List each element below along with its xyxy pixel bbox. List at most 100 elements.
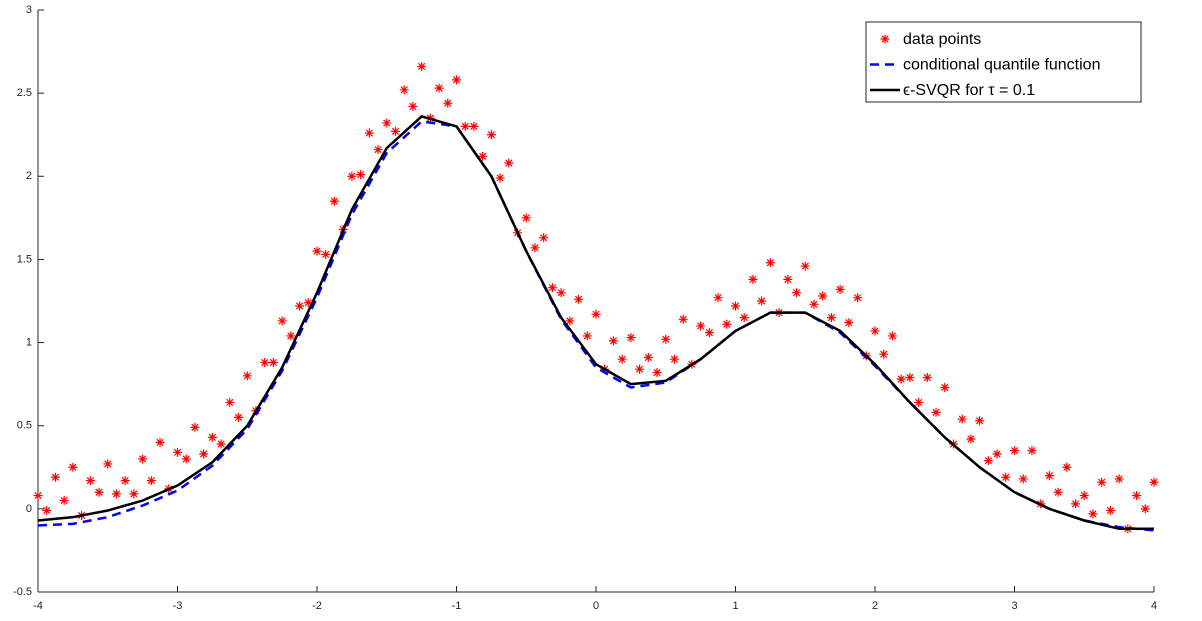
data-point bbox=[303, 298, 313, 308]
data-point bbox=[608, 336, 618, 346]
data-point bbox=[42, 506, 52, 516]
data-point bbox=[408, 101, 418, 111]
data-point bbox=[417, 62, 427, 72]
data-point bbox=[539, 233, 549, 243]
data-point bbox=[696, 321, 706, 331]
data-point bbox=[556, 288, 566, 298]
data-point bbox=[635, 364, 645, 374]
data-point bbox=[547, 283, 557, 293]
data-point bbox=[181, 454, 191, 464]
data-point bbox=[669, 354, 679, 364]
data-point bbox=[617, 354, 627, 364]
data-point bbox=[678, 314, 688, 324]
data-point bbox=[295, 301, 305, 311]
data-point bbox=[390, 126, 400, 136]
data-point bbox=[173, 447, 182, 457]
data-point bbox=[1062, 462, 1072, 472]
y-tick-label: 2 bbox=[26, 170, 32, 182]
data-point bbox=[356, 170, 366, 180]
data-point bbox=[234, 412, 244, 422]
curve bbox=[37, 120, 1155, 532]
data-point bbox=[591, 309, 601, 319]
data-point bbox=[1097, 477, 1107, 487]
data-point bbox=[783, 274, 793, 284]
data-point bbox=[582, 331, 592, 341]
data-point bbox=[242, 371, 252, 381]
data-point bbox=[1088, 509, 1098, 519]
data-point bbox=[966, 434, 976, 444]
data-point bbox=[1149, 477, 1159, 487]
data-point bbox=[373, 145, 383, 155]
data-point bbox=[826, 313, 836, 323]
data-point bbox=[922, 372, 932, 382]
data-point bbox=[1053, 487, 1063, 497]
data-point bbox=[731, 301, 740, 311]
data-point bbox=[1044, 471, 1054, 481]
y-tick-label: 0 bbox=[26, 503, 32, 515]
data-point bbox=[207, 432, 217, 442]
data-point bbox=[896, 374, 906, 384]
data-point bbox=[277, 316, 287, 326]
data-point bbox=[129, 489, 139, 499]
data-point bbox=[120, 476, 130, 486]
data-point bbox=[914, 397, 924, 407]
data-point bbox=[870, 326, 880, 336]
data-point bbox=[260, 358, 270, 368]
legend-label: conditional quantile function bbox=[903, 57, 1100, 74]
data-point bbox=[1114, 474, 1124, 484]
y-tick-label: 3 bbox=[26, 4, 32, 16]
data-point bbox=[722, 319, 732, 329]
data-point bbox=[103, 459, 113, 469]
data-point bbox=[321, 249, 331, 259]
x-tick-label: 1 bbox=[732, 600, 738, 612]
data-point bbox=[460, 121, 470, 131]
data-point bbox=[704, 328, 714, 338]
legend-label: ϵ-SVQR for τ = 0.1 bbox=[903, 82, 1035, 99]
data-point bbox=[495, 173, 505, 183]
y-tick-label: 0.5 bbox=[17, 420, 32, 432]
data-point bbox=[268, 358, 278, 368]
data-point bbox=[312, 246, 322, 256]
data-point bbox=[800, 261, 810, 271]
data-point bbox=[364, 128, 374, 138]
data-point bbox=[452, 75, 461, 85]
data-point bbox=[887, 331, 897, 341]
data-point bbox=[661, 334, 671, 344]
data-point bbox=[85, 476, 95, 486]
data-point bbox=[1001, 472, 1011, 482]
data-point bbox=[33, 491, 43, 501]
data-point bbox=[844, 318, 854, 328]
data-point bbox=[521, 213, 531, 223]
y-tick-label: 1.5 bbox=[17, 253, 32, 265]
data-point bbox=[992, 449, 1002, 459]
data-point bbox=[530, 243, 540, 253]
data-point bbox=[835, 284, 845, 294]
data-point bbox=[975, 416, 985, 426]
data-point bbox=[443, 98, 453, 108]
data-point bbox=[486, 130, 496, 140]
data-point bbox=[50, 472, 60, 482]
x-tick-label: -2 bbox=[312, 600, 322, 612]
data-point bbox=[853, 293, 863, 303]
x-tick-label: -3 bbox=[173, 600, 183, 612]
x-tick-label: -1 bbox=[452, 600, 462, 612]
data-point bbox=[983, 456, 993, 466]
x-tick-label: 2 bbox=[872, 600, 878, 612]
data-point bbox=[879, 349, 889, 359]
y-tick-label: 2.5 bbox=[17, 87, 32, 99]
data-point bbox=[59, 496, 69, 506]
data-point bbox=[190, 422, 200, 432]
y-tick-label: -0.5 bbox=[13, 586, 32, 598]
data-point bbox=[1071, 499, 1081, 509]
data-point bbox=[748, 274, 758, 284]
data-point bbox=[329, 196, 339, 206]
legend-marker bbox=[880, 34, 890, 44]
data-point bbox=[957, 414, 967, 424]
data-point bbox=[1027, 446, 1037, 456]
data-point bbox=[565, 316, 575, 326]
data-point bbox=[713, 293, 723, 303]
data-point bbox=[1010, 446, 1019, 456]
data-point bbox=[626, 333, 636, 343]
x-tick-label: -4 bbox=[33, 600, 43, 612]
